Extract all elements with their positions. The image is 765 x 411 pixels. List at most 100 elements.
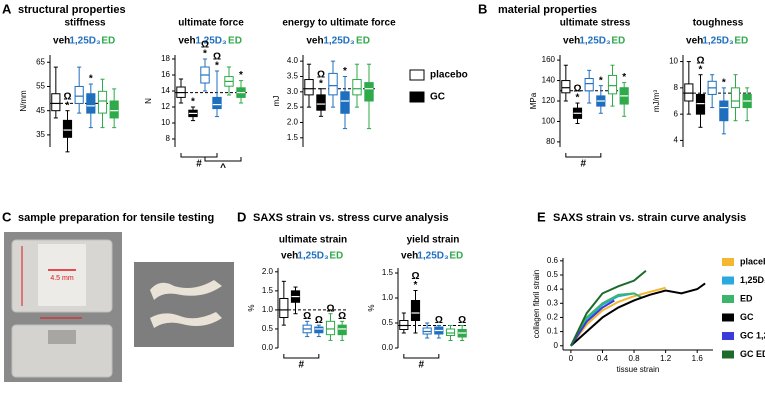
bracket — [403, 354, 440, 359]
significance-mark: * — [622, 72, 626, 83]
chart-title: toughness — [693, 18, 744, 29]
legend-label: GC — [430, 92, 445, 103]
legend-swatch — [722, 350, 734, 359]
y-tick-label: 4.0 — [287, 56, 299, 65]
photo-group: 4.5 mm — [4, 232, 234, 382]
bracket — [204, 157, 242, 162]
chart-title: yield strain — [407, 235, 460, 246]
legend-swatch — [722, 332, 734, 340]
group-label: 1,25D₃ — [297, 251, 329, 262]
y-tick-label: 3.0 — [287, 87, 299, 96]
y-tick-label: 10 — [161, 118, 170, 127]
box — [684, 83, 694, 102]
significance-mark: Ω — [573, 84, 581, 95]
significance-mark: Ω — [315, 315, 323, 326]
bracket-label: # — [196, 159, 202, 170]
panel-letter: C — [2, 209, 12, 224]
panel-title: structural properties — [18, 4, 126, 16]
y-tick-label: 1.5 — [382, 268, 394, 277]
y-tick-label: 0 — [554, 341, 559, 350]
box — [364, 82, 374, 102]
box — [730, 87, 741, 109]
significance-mark: Ω — [696, 55, 704, 66]
significance-mark: * — [699, 64, 703, 75]
box — [340, 91, 350, 114]
y-tick-label: 2.0 — [262, 267, 274, 276]
group-label: veh — [178, 36, 195, 47]
significance-mark: * — [319, 78, 323, 89]
y-tick-label: 0.2 — [547, 313, 559, 322]
box — [279, 297, 289, 319]
y-axis-label: N — [144, 98, 153, 104]
legend-swatch — [409, 69, 425, 81]
y-axis-label: N/mm — [19, 90, 28, 112]
group-label: 1,25D₃ — [702, 36, 734, 47]
y-tick-label: 0.0 — [262, 343, 274, 352]
group-label: ED — [356, 36, 370, 47]
box — [325, 320, 336, 336]
y-tick-label: 1.0 — [262, 305, 274, 314]
significance-mark: Ω — [435, 315, 443, 326]
y-axis-label: % — [367, 304, 376, 311]
x-tick-label: 1.6 — [692, 354, 704, 363]
bracket — [180, 153, 218, 158]
chart-title: ultimate strain — [279, 235, 347, 246]
box — [607, 74, 618, 95]
group-label: veh — [281, 251, 298, 262]
y-tick-label: 1.5 — [262, 286, 274, 295]
legend-swatch — [722, 258, 734, 266]
significance-mark: Ω — [338, 311, 346, 322]
significance-mark: Ω — [63, 91, 71, 102]
y-tick-label: 14 — [161, 86, 170, 95]
y-tick-label: 35 — [36, 130, 45, 139]
y-axis-label: collagen fibril strain — [532, 270, 541, 338]
y-tick-label: 55 — [36, 82, 45, 91]
y-axis-label: mJ — [272, 96, 281, 107]
box — [410, 300, 421, 321]
legend-label: GC ED — [740, 349, 765, 359]
legend-label: ED — [740, 293, 753, 303]
group-label: 1,25D₃ — [69, 36, 101, 47]
chart-title: ultimate force — [178, 18, 244, 29]
y-tick-label: 0.1 — [547, 327, 559, 336]
x-tick-label: 1.2 — [660, 354, 672, 363]
group-label: 1,25D₃ — [579, 36, 611, 47]
box — [86, 93, 96, 114]
group-label: veh — [686, 36, 703, 47]
y-tick-label: 100 — [542, 117, 556, 126]
legend-label: GC 1,25D₃ — [740, 330, 765, 340]
chart-title: energy to ultimate force — [282, 18, 396, 29]
significance-mark: * — [722, 77, 726, 88]
series-line — [570, 292, 643, 347]
group-label: ED — [329, 251, 343, 262]
y-tick-label: 2.5 — [287, 102, 299, 111]
group-label: veh — [306, 36, 323, 47]
series-line — [570, 282, 706, 347]
box — [304, 79, 314, 96]
y-tick-label: 4 — [674, 136, 679, 145]
box — [74, 85, 84, 104]
y-tick-label: 1.5 — [287, 133, 299, 142]
y-tick-label: 160 — [542, 55, 556, 64]
y-tick-label: 45 — [36, 106, 45, 115]
group-label: 1,25D₃ — [417, 251, 449, 262]
box — [561, 80, 571, 94]
box — [719, 100, 729, 122]
box — [445, 328, 456, 336]
panel-letter: A — [2, 1, 12, 16]
significance-mark: * — [343, 66, 347, 77]
y-tick-label: 8 — [674, 83, 679, 92]
y-tick-label: 0.0 — [382, 343, 394, 352]
y-tick-label: 1.0 — [382, 293, 394, 302]
photo-background — [134, 262, 234, 347]
box — [316, 94, 326, 111]
y-tick-label: 0.3 — [547, 298, 559, 307]
x-axis-label: tissue strain — [617, 365, 660, 374]
box — [328, 72, 338, 96]
specimen — [150, 280, 222, 300]
y-tick-label: 2.0 — [287, 118, 299, 127]
group-label: ED — [734, 36, 748, 47]
significance-mark: Ω — [213, 52, 221, 63]
y-tick-label: 140 — [542, 76, 556, 85]
